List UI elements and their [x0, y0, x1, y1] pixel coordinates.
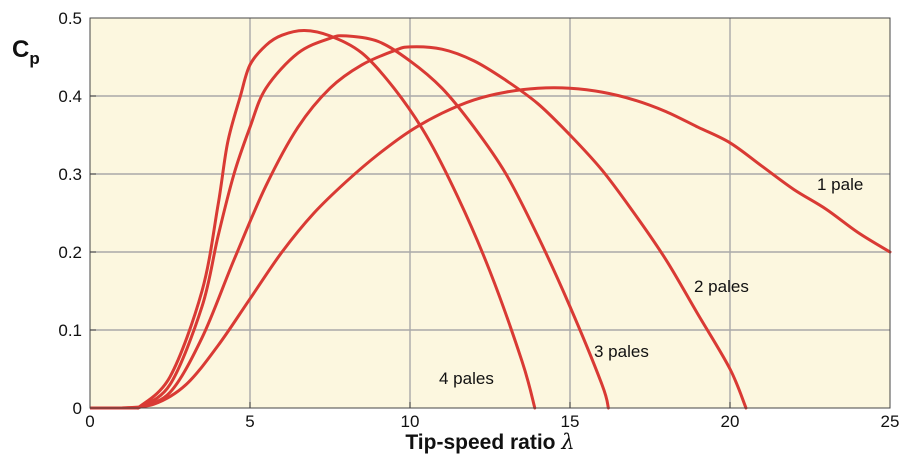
x-tick-label: 20: [721, 412, 740, 431]
x-tick-label: 0: [85, 412, 94, 431]
series-line-3-pales: [136, 34, 610, 410]
series-line-2-pales: [136, 45, 748, 410]
y-axis-label: Cp: [12, 36, 40, 68]
plot-background: [90, 18, 890, 408]
series-line-4-pales: [136, 28, 537, 410]
series-line-1-pale: [120, 86, 892, 410]
x-axis-label: Tip-speed ratio λ: [405, 430, 574, 454]
plot-border: [89, 17, 891, 409]
lambda-symbol: λ: [560, 430, 574, 454]
y-tick-label: 0: [73, 399, 82, 418]
y-tick-label: 0.5: [58, 9, 82, 28]
x-tick-label: 5: [245, 412, 254, 431]
y-tick-label: 0.1: [58, 321, 82, 340]
x-axis-ticks: 0 5 10 15 20 25: [85, 402, 899, 431]
curve-label-1-pale: 1 pale: [817, 175, 863, 194]
x-tick-label: 10: [401, 412, 420, 431]
curves: [90, 28, 892, 410]
x-tick-label: 15: [561, 412, 580, 431]
y-axis-ticks: 0 0.1 0.2 0.3 0.4 0.5: [58, 9, 96, 418]
curve-label-3-pales: 3 pales: [594, 342, 649, 361]
curve-label-4-pales: 4 pales: [439, 369, 494, 388]
y-axis-label-subscript: p: [29, 49, 39, 68]
y-tick-label: 0.3: [58, 165, 82, 184]
y-tick-label: 0.4: [58, 87, 82, 106]
y-tick-label: 0.2: [58, 243, 82, 262]
x-tick-label: 25: [881, 412, 900, 431]
curve-label-2-pales: 2 pales: [694, 277, 749, 296]
